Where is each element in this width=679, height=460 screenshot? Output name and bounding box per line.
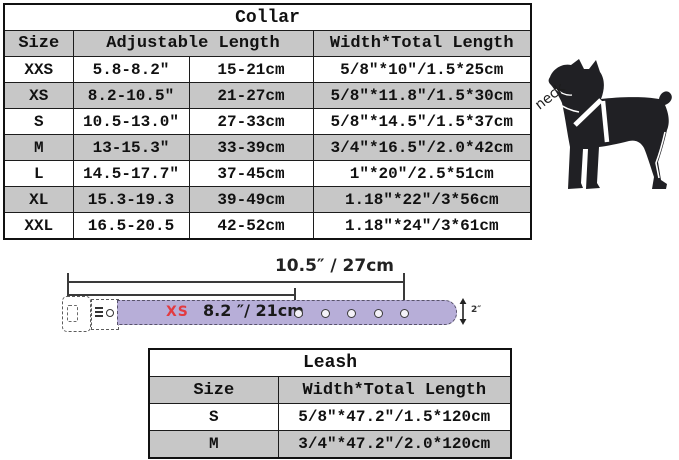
inch-cell: 5.8-8.2″ <box>72 56 190 83</box>
width-total-length-column-header: Width*Total Length <box>312 30 532 57</box>
slider-bar <box>95 307 103 309</box>
table-row: XS 8.2-10.5″ 21-27cm 5/8″*11.8″/1.5*30cm <box>3 82 532 109</box>
table-row: S 10.5-13.0″ 27-33cm 5/8″*14.5″/1.5*37cm <box>3 108 532 135</box>
size-cell: S <box>148 403 279 431</box>
adjust-dimension-tick <box>294 288 296 302</box>
dog-silhouette-icon <box>548 59 672 189</box>
slider-bar <box>95 311 103 313</box>
inch-cell: 16.5-20.5 <box>72 212 190 240</box>
collar-table-title: Collar <box>3 3 532 31</box>
table-row: XL 15.3-19.3 39-49cm 1.18″*22″/3*56cm <box>3 186 532 213</box>
leash-table-title-row: Leash <box>148 348 512 377</box>
cm-cell: 33-39cm <box>188 134 314 161</box>
collar-buckle-outline <box>62 296 91 332</box>
size-cell: XXL <box>3 212 74 240</box>
width-total-cell: 1.18″*22″/3*56cm <box>312 186 532 213</box>
dimension-tick-left <box>67 273 69 301</box>
size-cell: M <box>3 134 74 161</box>
width-total-length-column-header: Width*Total Length <box>277 376 512 404</box>
collar-strap-length-label: 8.2 ″/ 21cm <box>203 301 304 320</box>
table-row: XXL 16.5-20.5 42-52cm 1.18″*24″/3*61cm <box>3 212 532 240</box>
width-total-cell: 3/4″*47.2″/2.0*120cm <box>277 430 512 459</box>
slider-ring <box>106 309 114 317</box>
table-row: S 5/8″*47.2″/1.5*120cm <box>148 403 512 431</box>
cm-cell: 15-21cm <box>188 56 314 83</box>
cm-cell: 39-49cm <box>188 186 314 213</box>
collar-hole <box>321 309 330 318</box>
size-cell: XS <box>3 82 74 109</box>
width-arrow <box>459 298 467 325</box>
width-total-cell: 3/4″*16.5″/2.0*42cm <box>312 134 532 161</box>
collar-table-title-row: Collar <box>3 3 532 31</box>
collar-width-label: 2″ <box>471 305 482 315</box>
collar-hole <box>374 309 383 318</box>
width-total-cell: 5/8″*47.2″/1.5*120cm <box>277 403 512 431</box>
cm-cell: 27-33cm <box>188 108 314 135</box>
collar-table-header-row: Size Adjustable Length Width*Total Lengt… <box>3 30 532 57</box>
cm-cell: 37-45cm <box>188 160 314 187</box>
table-row: M 13-15.3″ 33-39cm 3/4″*16.5″/2.0*42cm <box>3 134 532 161</box>
table-row: M 3/4″*47.2″/2.0*120cm <box>148 430 512 459</box>
inch-cell: 15.3-19.3 <box>72 186 190 213</box>
inch-cell: 8.2-10.5″ <box>72 82 190 109</box>
leash-table-title: Leash <box>148 348 512 377</box>
size-cell: XL <box>3 186 74 213</box>
total-length-dimension-label: 10.5″ / 27cm <box>274 256 395 276</box>
collar-hole <box>347 309 356 318</box>
width-total-cell: 1.18″*24″/3*61cm <box>312 212 532 240</box>
slider-bar <box>95 315 103 317</box>
table-row: XXS 5.8-8.2″ 15-21cm 5/8″*10″/1.5*25cm <box>3 56 532 83</box>
collar-strap-size-label: XS <box>166 304 189 320</box>
leash-table-header-row: Size Width*Total Length <box>148 376 512 404</box>
adjustable-length-column-header: Adjustable Length <box>72 30 314 57</box>
collar-size-table: Collar Size Adjustable Length Width*Tota… <box>3 3 532 240</box>
cm-cell: 42-52cm <box>188 212 314 240</box>
total-length-dimension-line <box>68 281 405 283</box>
size-cell: L <box>3 160 74 187</box>
size-cell: S <box>3 108 74 135</box>
collar-buckle-pin <box>67 305 78 322</box>
cm-cell: 21-27cm <box>188 82 314 109</box>
inch-cell: 14.5-17.7″ <box>72 160 190 187</box>
inch-cell: 13-15.3″ <box>72 134 190 161</box>
leash-size-table: Leash Size Width*Total Length S 5/8″*47.… <box>148 348 513 459</box>
size-column-header: Size <box>148 376 279 404</box>
adjust-length-dimension-line <box>69 294 296 296</box>
table-row: L 14.5-17.7″ 37-45cm 1″*20″/2.5*51cm <box>3 160 532 187</box>
width-total-cell: 5/8″*11.8″/1.5*30cm <box>312 82 532 109</box>
width-total-cell: 5/8″*14.5″/1.5*37cm <box>312 108 532 135</box>
size-cell: XXS <box>3 56 74 83</box>
width-total-cell: 5/8″*10″/1.5*25cm <box>312 56 532 83</box>
inch-cell: 10.5-13.0″ <box>72 108 190 135</box>
size-column-header: Size <box>3 30 74 57</box>
width-total-cell: 1″*20″/2.5*51cm <box>312 160 532 187</box>
collar-hole <box>400 309 409 318</box>
collar-hole <box>294 309 303 318</box>
dimension-tick-right <box>403 273 405 301</box>
size-cell: M <box>148 430 279 459</box>
